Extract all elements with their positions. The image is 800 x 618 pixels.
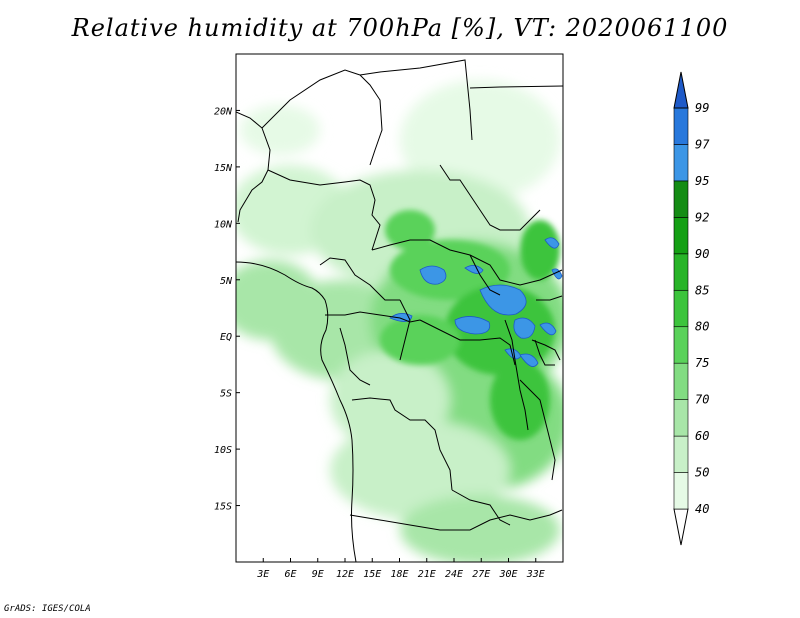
humidity-field (236, 80, 563, 562)
y-tick-label: 5N (220, 276, 233, 287)
colorbar-label: 95 (695, 174, 709, 188)
map-title: Relative humidity at 700hPa [%], VT: 202… (71, 14, 729, 42)
colorbar-swatch (673, 107, 689, 145)
grads-credit: GrADS: IGES/COLA (4, 604, 91, 614)
x-tick-label: 33E (526, 569, 545, 580)
y-tick-label: EQ (220, 332, 232, 343)
y-tick-label: 15N (214, 163, 233, 174)
colorbar-label: 85 (695, 283, 709, 297)
x-axis: 3E 6E 9E 12E 15E 18E 21E 24E 27E 30E 33E (256, 558, 545, 580)
colorbar-label: 90 (695, 247, 709, 261)
y-tick-label: 20N (214, 106, 233, 117)
x-tick-label: 9E (312, 569, 324, 580)
x-tick-label: 12E (336, 569, 354, 580)
colorbar-swatch (673, 435, 689, 473)
colorbar-swatch (673, 289, 689, 328)
y-axis: 20N 15N 10N 5N EQ 5S 10S 15S (214, 106, 240, 513)
x-tick-label: 24E (445, 569, 463, 580)
x-tick-label: 21E (418, 569, 436, 580)
colorbar-swatch (673, 217, 689, 255)
x-tick-label: 6E (284, 569, 296, 580)
colorbar-label: 60 (695, 429, 709, 443)
colorbar-label: 50 (695, 466, 709, 480)
x-tick-label: 3E (256, 569, 269, 580)
colorbar-swatch (673, 399, 689, 437)
colorbar-swatch (673, 253, 689, 291)
colorbar-swatch (673, 180, 689, 218)
colorbar-label: 99 (695, 101, 709, 115)
colorbar-swatch (673, 362, 689, 400)
y-tick-label: 10N (214, 219, 233, 230)
colorbar-label: 97 (695, 137, 710, 151)
x-tick-label: 18E (390, 569, 408, 580)
x-tick-label: 30E (498, 569, 517, 580)
colorbar-label: 70 (695, 393, 709, 407)
colorbar-label: 40 (695, 502, 709, 516)
colorbar-min-triangle (673, 508, 689, 546)
y-tick-label: 10S (214, 445, 232, 456)
colorbar-swatch (673, 472, 689, 510)
y-tick-label: 15S (214, 502, 232, 513)
colorbar-label: 80 (695, 320, 709, 334)
y-tick-label: 5S (220, 389, 232, 400)
colorbar-swatch (673, 326, 689, 364)
country-borders (236, 59, 563, 562)
colorbar-swatch (673, 144, 689, 182)
colorbar-label: 92 (695, 210, 709, 224)
colorbar-max-triangle (673, 71, 689, 109)
x-tick-label: 27E (472, 569, 490, 580)
colorbar-label: 75 (695, 356, 709, 370)
x-tick-label: 15E (363, 569, 381, 580)
colorbar: 40 50 60 70 75 80 85 90 92 95 97 99 (673, 71, 710, 546)
